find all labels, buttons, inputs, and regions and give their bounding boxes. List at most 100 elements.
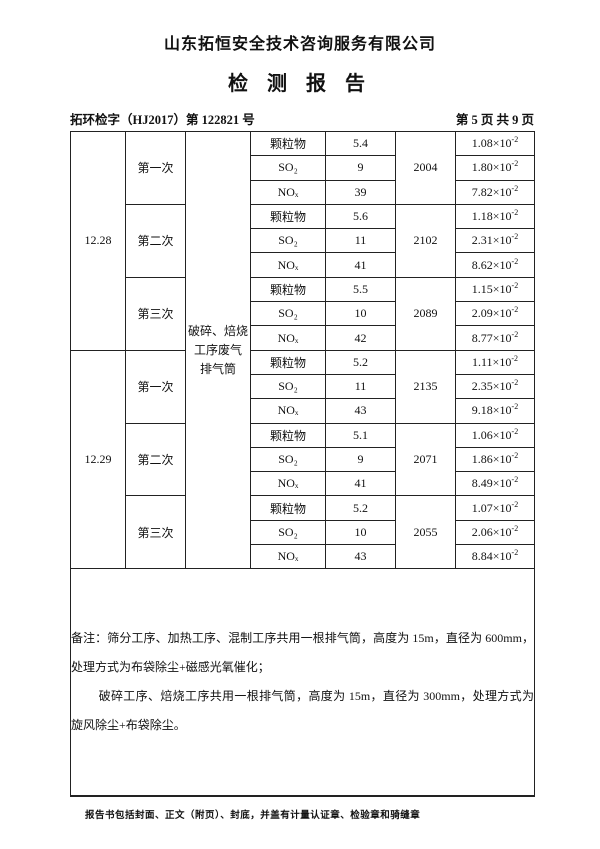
rate-mantissa: 2.35 (471, 379, 493, 394)
company-title: 山东拓恒安全技术咨询服务有限公司 (163, 36, 436, 53)
rate-mantissa: 8.84 (471, 549, 493, 564)
rate-times-ten: ×10 (492, 379, 512, 394)
rate-times-ten: ×10 (492, 160, 512, 175)
rate-mantissa: 1.86 (471, 452, 493, 466)
remarks-paragraph-2: 破碎工序、焙烧工序共用一根排气筒，高度为 15m，直径为 300mm，处理方式为… (71, 689, 534, 733)
rate-cell: 1.07×10-2 (455, 495, 535, 521)
rate-exponent: -2 (511, 426, 519, 436)
rate-exponent: -2 (511, 523, 519, 533)
rate-mantissa: 7.82 (471, 184, 493, 199)
pollutant-cell: NOₓ (250, 544, 326, 570)
rate-cell: 8.62×10-2 (455, 252, 535, 278)
concentration-cell: 9 (325, 155, 396, 181)
table-row: NOₓ 41 8.49×10-2 (71, 471, 535, 497)
rate-times-ten: ×10 (492, 306, 512, 321)
rate-cell: 8.49×10-2 (455, 471, 535, 497)
rate-exponent: -2 (511, 329, 519, 339)
pollutant-cell: 颗粒物 (250, 495, 326, 521)
pollutant-cell: 颗粒物 (250, 422, 326, 448)
flow-cell: 2004 (395, 131, 456, 205)
rate-exponent: -2 (511, 305, 519, 315)
table-row: SO₂ 11 2.31×10-2 (71, 228, 535, 254)
rate-cell: 1.80×10-2 (455, 155, 535, 181)
pollutant-cell: NOₓ (250, 325, 326, 351)
table-row: 第二次 颗粒物 5.1 2071 1.06×10-2 (71, 422, 535, 497)
rate-times-ten: ×10 (492, 330, 512, 345)
pollutant-cell: NOₓ (250, 179, 326, 205)
rate-times-ten: ×10 (492, 403, 512, 418)
flow-cell: 2071 (395, 422, 456, 497)
table-row: 12.28 第一次 破碎、焙烧 工序废气 排气筒 颗粒物 5.4 2004 1.… (70, 130, 535, 570)
stack-line: 工序废气 (193, 342, 242, 357)
concentration-cell: 43 (325, 544, 396, 570)
rate-times-ten: ×10 (492, 257, 512, 272)
rate-exponent: -2 (511, 208, 519, 218)
run-cell: 第一次 (125, 349, 186, 424)
concentration-cell: 9 (325, 446, 396, 473)
pollutant-cell: NOₓ (250, 398, 326, 424)
rate-mantissa: 8.77 (471, 330, 493, 345)
footer-note: 报告书包括封面、正文（附页）、封底，并盖有计量认证章、检验章和骑缝章 (85, 811, 421, 822)
rate-times-ten: ×10 (492, 184, 512, 199)
table-row: SO₂ 11 2.35×10-2 (71, 373, 535, 400)
rate-exponent: -2 (511, 183, 519, 193)
rate-cell: 2.35×10-2 (455, 373, 535, 400)
concentration-cell: 11 (325, 228, 396, 254)
table-row: 第三次 颗粒物 5.2 2055 1.07×10-2 (71, 495, 535, 570)
rate-cell: 2.06×10-2 (455, 519, 535, 546)
rate-mantissa: 1.11 (471, 354, 493, 369)
remarks-cell: 备注：筛分工序、加热工序、混制工序共用一根排气筒，高度为 15m，直径为 600… (70, 568, 535, 797)
rate-times-ten: ×10 (492, 524, 512, 539)
meta-row: 拓环检字（HJ2017）第 122821 号 第 5 页 共 9 页 (70, 109, 534, 128)
flow-cell: 2055 (395, 495, 456, 570)
concentration-cell: 42 (325, 325, 396, 351)
pollutant-cell: 颗粒物 (250, 349, 326, 375)
concentration-cell: 43 (325, 398, 396, 424)
rate-times-ten: ×10 (492, 281, 512, 296)
rate-cell: 1.15×10-2 (455, 276, 535, 303)
rate-exponent: -2 (511, 256, 519, 266)
table-row: NOₓ 41 8.62×10-2 (71, 252, 535, 278)
date-cell: 12.29 (70, 349, 126, 570)
rate-times-ten: ×10 (492, 209, 512, 224)
concentration-cell: 5.2 (325, 349, 396, 375)
pollutant-cell: SO₂ (250, 446, 326, 473)
rate-exponent: -2 (511, 402, 519, 412)
rate-times-ten: ×10 (492, 476, 512, 491)
stack-line: 排气筒 (199, 361, 236, 376)
pollutant-cell: SO₂ (250, 301, 326, 327)
doc-number: 拓环检字（HJ2017）第 122821 号 (70, 113, 255, 127)
rate-cell: 1.86×10-2 (455, 446, 535, 473)
concentration-cell: 11 (325, 373, 396, 400)
flow-cell: 2102 (395, 203, 456, 278)
pollutant-cell: SO₂ (250, 155, 326, 181)
stack-cell: 破碎、焙烧 工序废气 排气筒 (185, 130, 251, 570)
table-row: SO₂ 10 2.06×10-2 (71, 519, 535, 546)
rate-times-ten: ×10 (492, 452, 512, 466)
rate-cell: 9.18×10-2 (455, 398, 535, 424)
rate-cell: 1.18×10-2 (455, 203, 535, 230)
remarks-paragraph-1: 备注：筛分工序、加热工序、混制工序共用一根排气筒，高度为 15m，直径为 600… (71, 631, 534, 675)
rate-cell: 2.09×10-2 (455, 301, 535, 327)
rate-cell: 8.84×10-2 (455, 544, 535, 570)
rate-cell: 7.82×10-2 (455, 179, 535, 205)
rate-mantissa: 1.80 (471, 160, 493, 175)
concentration-cell: 39 (325, 179, 396, 205)
flow-cell: 2135 (395, 349, 456, 424)
concentration-cell: 5.5 (325, 276, 396, 303)
rate-mantissa: 2.31 (471, 233, 493, 248)
run-cell: 第二次 (125, 422, 186, 497)
rate-exponent: -2 (511, 548, 519, 558)
rate-exponent: -2 (511, 499, 519, 509)
rate-mantissa: 2.06 (471, 524, 493, 539)
table-row: NOₓ 43 8.84×10-2 (71, 544, 535, 570)
stack-line: 破碎、焙烧 (187, 323, 248, 338)
run-cell: 第一次 (125, 131, 186, 205)
report-title: 检 测 报 告 (228, 73, 372, 95)
table-row: SO₂ 9 1.80×10-2 (71, 155, 535, 181)
pollutant-cell: 颗粒物 (250, 130, 326, 157)
pollutant-cell: SO₂ (250, 373, 326, 400)
table-row: NOₓ 39 7.82×10-2 (71, 179, 535, 205)
concentration-cell: 41 (325, 252, 396, 278)
pollutant-cell: SO₂ (250, 519, 326, 546)
